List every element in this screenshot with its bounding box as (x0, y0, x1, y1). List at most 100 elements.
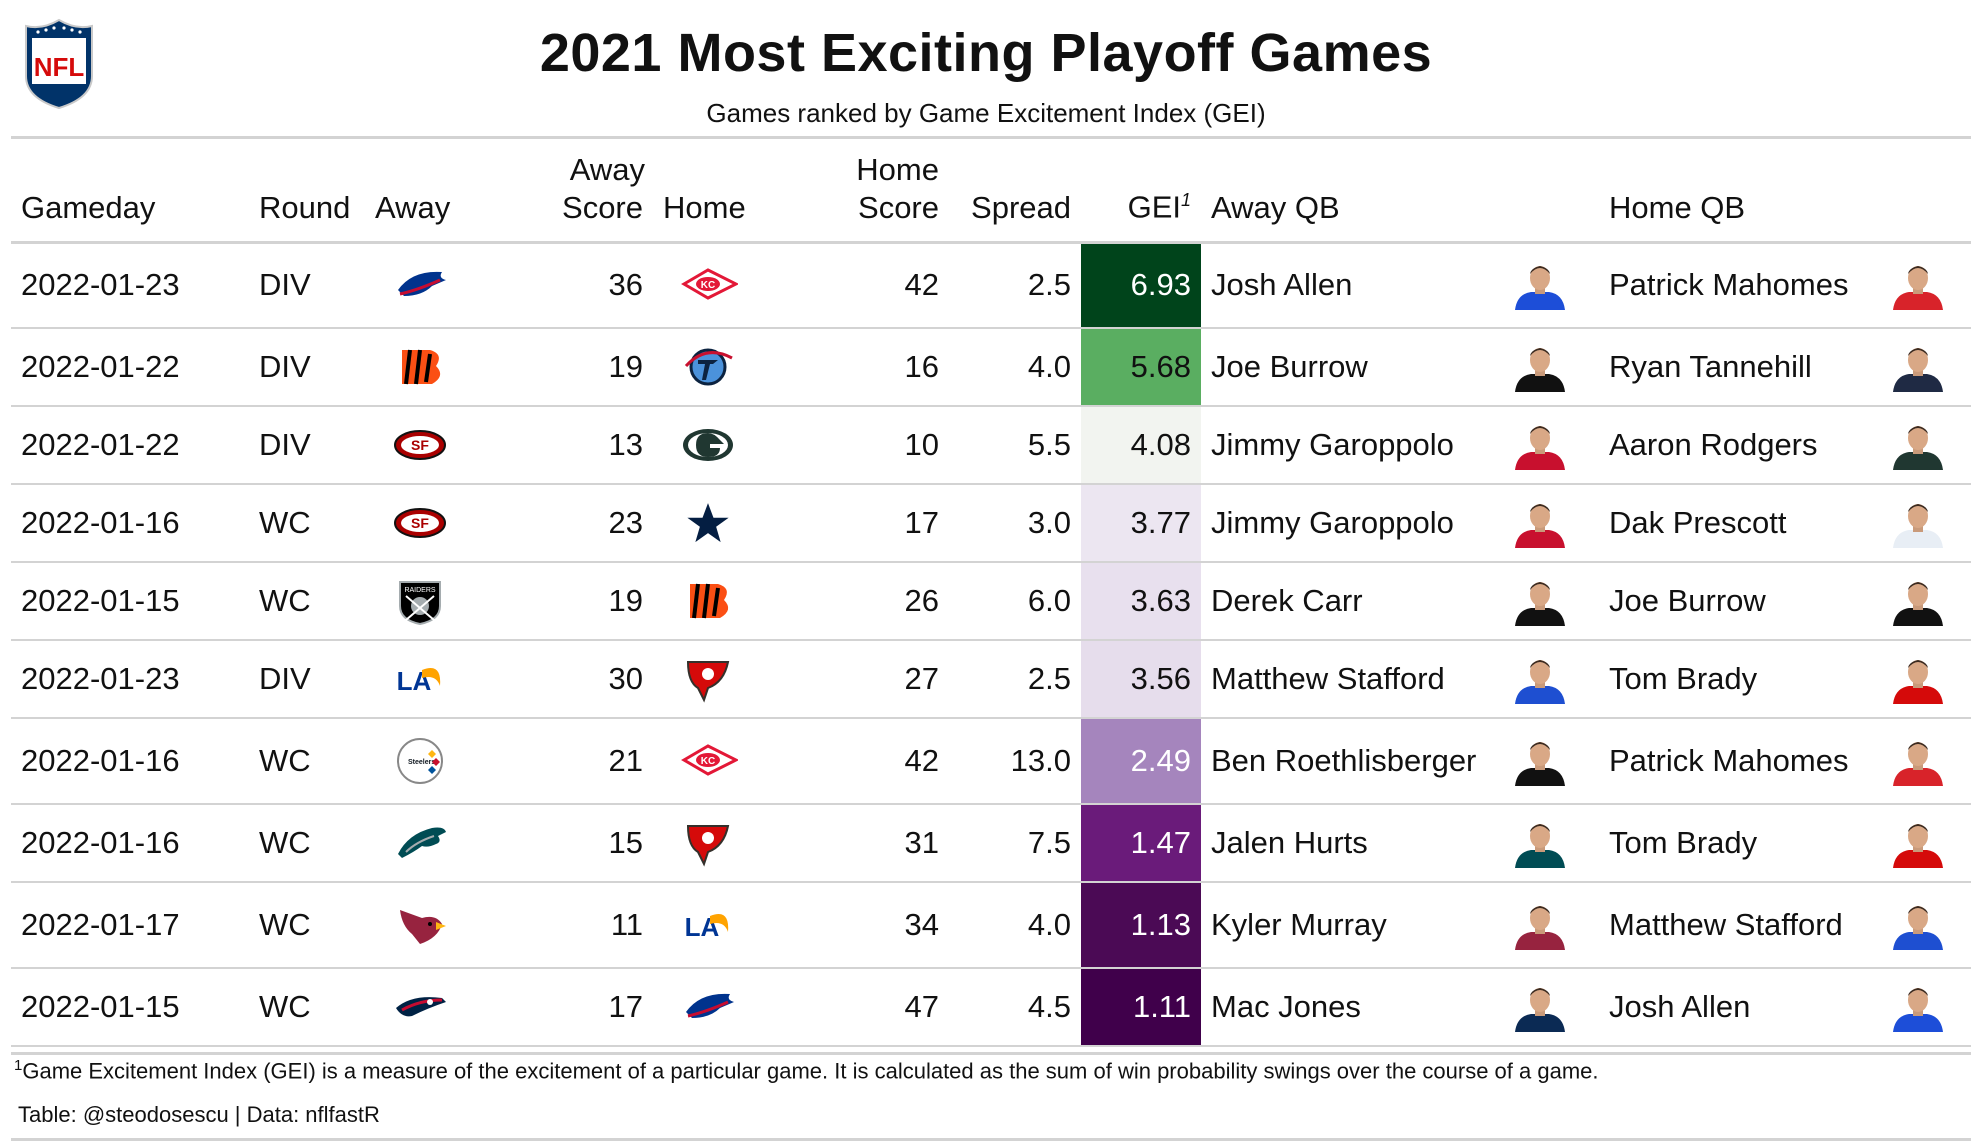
col-home-qb-photo (1879, 142, 1971, 242)
away-team-logo: Steelers (365, 718, 475, 804)
cell-round: WC (259, 825, 311, 860)
cell-spread: 4.5 (1027, 989, 1071, 1024)
cell-gameday: 2022-01-22 (21, 349, 180, 384)
table-row: 2022-01-15 WC 17 47 4.5 1.11 Mac Jones J… (11, 968, 1971, 1046)
qb-headshot-image (1515, 582, 1565, 626)
qb-headshot-image (1893, 582, 1943, 626)
footnote-text: Game Excitement Index (GEI) is a measure… (22, 1058, 1599, 1084)
away-team-logo (365, 242, 475, 328)
cell-away-qb: Mac Jones (1211, 989, 1361, 1024)
cell-home-score: 10 (904, 427, 939, 462)
qb-headshot-image (1515, 906, 1565, 950)
footer-rule (11, 1138, 1971, 1141)
home-team-logo (653, 406, 763, 484)
svg-text:RAIDERS: RAIDERS (404, 587, 435, 594)
svg-text:SF: SF (411, 515, 429, 531)
team-logo-image: LA (685, 912, 729, 942)
cell-home-qb: Tom Brady (1609, 825, 1758, 860)
svg-text:KC: KC (701, 756, 715, 767)
col-away: Away (375, 189, 451, 225)
cell-gei: 1.47 (1081, 804, 1201, 882)
cell-gei: 3.77 (1081, 484, 1201, 562)
cell-spread: 2.5 (1027, 267, 1071, 303)
svg-text:Steelers: Steelers (408, 759, 435, 766)
qb-headshot-image (1893, 266, 1943, 311)
table-row: 2022-01-23 DIV 36 KC 42 2.5 6.93 Josh Al… (11, 242, 1971, 328)
header-row: Gameday Round Away Away Score Home Home Sc… (11, 142, 1971, 242)
away-qb-headshot (1501, 804, 1599, 882)
away-qb-headshot (1501, 968, 1599, 1046)
col-gei-footnote-mark: 1 (1180, 190, 1191, 211)
cell-gameday: 2022-01-16 (21, 825, 180, 860)
team-logo-image (402, 349, 441, 385)
cell-home-qb: Patrick Mahomes (1609, 743, 1849, 778)
qb-headshot-image (1515, 742, 1565, 786)
away-qb-headshot (1501, 328, 1599, 406)
cell-away-qb: Jalen Hurts (1211, 825, 1368, 860)
cell-gei: 6.93 (1081, 242, 1201, 328)
home-team-logo (653, 328, 763, 406)
cell-home-score: 17 (904, 505, 939, 540)
cell-gameday: 2022-01-15 (21, 583, 180, 618)
cell-round: WC (259, 989, 311, 1024)
team-logo-image: KC (681, 744, 738, 776)
team-logo-image (690, 583, 729, 619)
bottom-rule (11, 1052, 1971, 1055)
qb-headshot-image (1893, 426, 1943, 470)
footnote-mark: 1 (14, 1057, 23, 1074)
home-qb-headshot (1879, 484, 1971, 562)
home-team-logo: KC (653, 718, 763, 804)
svg-text:NFL: NFL (34, 52, 85, 82)
qb-headshot-image (1893, 660, 1943, 704)
team-logo-image (686, 825, 730, 867)
away-team-logo (365, 968, 475, 1046)
away-team-logo (365, 882, 475, 968)
svg-text:SF: SF (411, 437, 429, 453)
qb-headshot-image (1515, 824, 1565, 868)
team-logo-image: KC (681, 268, 738, 300)
cell-spread: 6.0 (1027, 583, 1071, 618)
cell-away-score: 17 (608, 989, 643, 1024)
cell-home-score: 27 (904, 661, 939, 696)
team-logo-image (400, 910, 446, 944)
qb-headshot-image (1893, 906, 1943, 950)
table-row: 2022-01-22 DIV SF 13 10 5.5 4.08 Jimmy G… (11, 406, 1971, 484)
cell-home-score: 16 (904, 349, 939, 384)
cell-spread: 2.5 (1027, 661, 1071, 696)
qb-headshot-image (1893, 824, 1943, 868)
home-qb-headshot (1879, 968, 1971, 1046)
cell-home-qb: Dak Prescott (1609, 505, 1787, 540)
home-qb-headshot (1879, 562, 1971, 640)
page-subtitle: Games ranked by Game Excitement Index (G… (706, 98, 1266, 128)
col-away-qb: Away QB (1211, 189, 1340, 225)
cell-away-qb: Joe Burrow (1211, 349, 1368, 384)
cell-gameday: 2022-01-23 (21, 267, 180, 303)
credit-line: Table: @steodosescu | Data: nflfastR (18, 1102, 380, 1127)
away-qb-headshot (1501, 562, 1599, 640)
cell-away-qb: Jimmy Garoppolo (1211, 505, 1454, 540)
cell-spread: 4.0 (1027, 907, 1071, 942)
home-team-logo (653, 562, 763, 640)
cell-round: DIV (259, 427, 311, 462)
qb-headshot-image (1893, 742, 1943, 786)
col-home-score-line2: Score (858, 189, 939, 225)
cell-home-score: 42 (904, 267, 939, 303)
cell-home-qb: Ryan Tannehill (1609, 349, 1812, 384)
home-team-logo (653, 640, 763, 718)
cell-away-score: 11 (610, 907, 643, 942)
cell-gei: 3.63 (1081, 562, 1201, 640)
cell-spread: 7.5 (1027, 825, 1071, 860)
cell-gei: 3.56 (1081, 640, 1201, 718)
cell-gei: 1.13 (1081, 882, 1201, 968)
cell-gameday: 2022-01-15 (21, 989, 180, 1024)
qb-headshot-image (1515, 988, 1565, 1032)
cell-round: WC (259, 907, 311, 942)
cell-home-score: 31 (904, 825, 939, 860)
cell-gameday: 2022-01-17 (21, 907, 180, 942)
team-logo-image: SF (394, 508, 446, 538)
table-row: 2022-01-22 DIV 19 16 4.0 5.68 Joe Burrow… (11, 328, 1971, 406)
away-qb-headshot (1501, 242, 1599, 328)
qb-headshot-image (1893, 988, 1943, 1032)
home-team-logo (653, 804, 763, 882)
home-qb-headshot (1879, 328, 1971, 406)
